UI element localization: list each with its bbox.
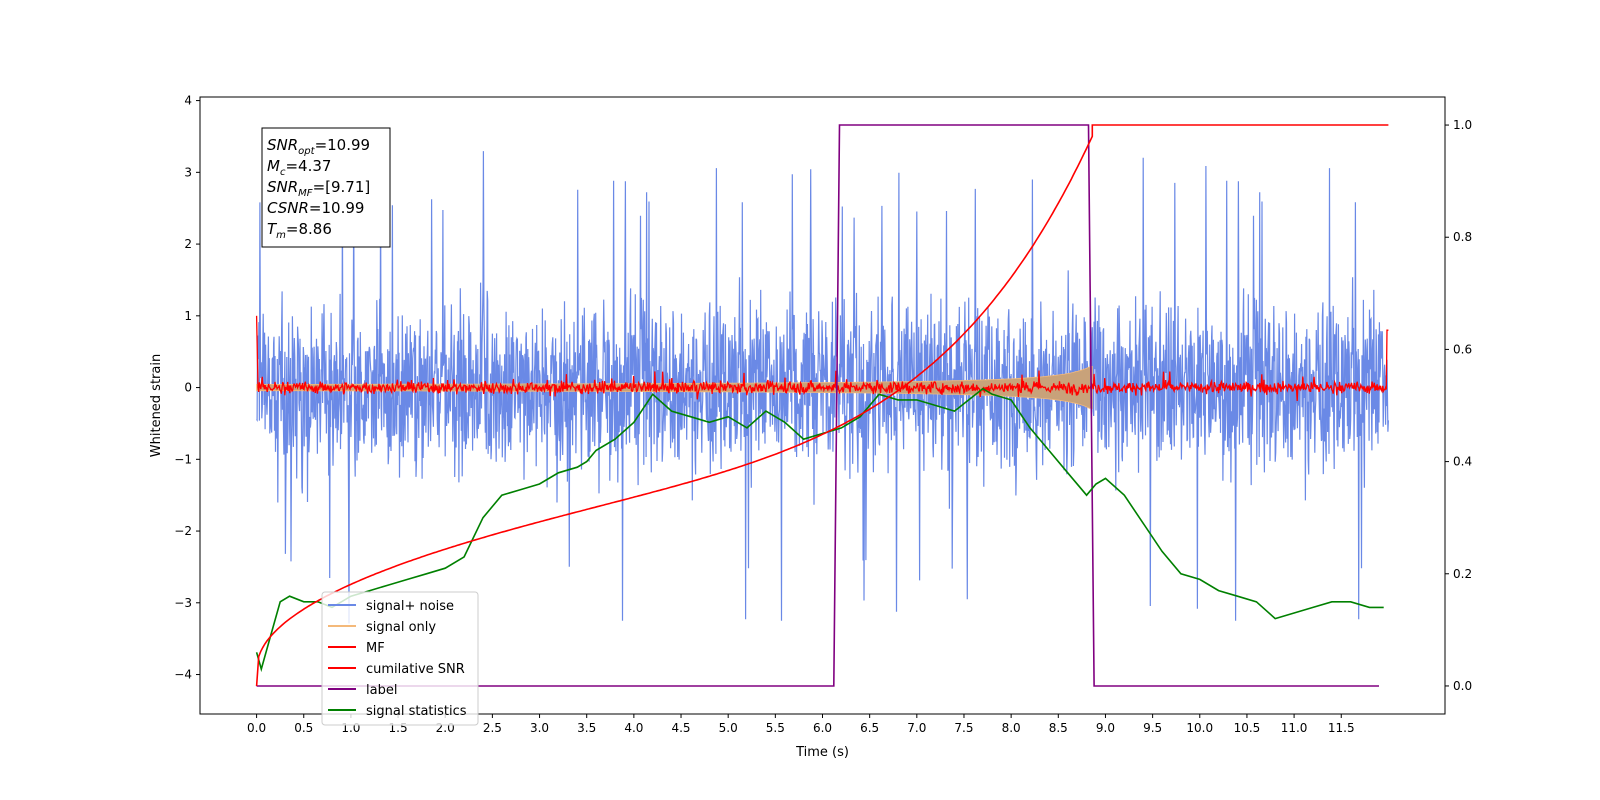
series-layer <box>255 124 1389 687</box>
annotation-line: Mc=4.37 <box>267 157 331 178</box>
x-tick-label: 11.5 <box>1328 721 1355 735</box>
x-tick-label: 3.5 <box>577 721 596 735</box>
annotation-line: Tm=8.86 <box>267 220 332 241</box>
y2-tick-label: 0.2 <box>1453 567 1472 581</box>
legend-frame <box>321 591 479 726</box>
x-axis-label: Time (s) <box>795 745 849 760</box>
x-tick-label: 7.0 <box>907 721 926 735</box>
x-tick-label: 8.0 <box>1002 721 1021 735</box>
x-tick-label: 0.0 <box>247 721 266 735</box>
y-tick-label: 2 <box>184 237 192 251</box>
legend-label: cumilative SNR <box>366 662 465 677</box>
x-tick-label: 4.5 <box>671 721 690 735</box>
y2-tick-label: 0.4 <box>1453 455 1472 469</box>
y-tick-label: 4 <box>184 94 192 108</box>
y-tick-label: −4 <box>174 668 192 682</box>
series-mf <box>255 315 1389 402</box>
y-axis-label: Whitened strain <box>149 354 164 457</box>
legend-label: signal only <box>366 620 436 635</box>
y2-tick-label: 1.0 <box>1453 118 1472 132</box>
annotation-line: SNRopt=10.99 <box>267 136 370 157</box>
x-tick-label: 11.0 <box>1281 721 1308 735</box>
x-tick-label: 8.5 <box>1049 721 1068 735</box>
x-tick-label: 7.5 <box>954 721 973 735</box>
y-tick-label: 1 <box>184 309 192 323</box>
series-signal-plus-noise <box>256 151 1389 624</box>
annotation-frame <box>261 127 391 248</box>
legend-label: signal statistics <box>366 704 467 719</box>
y-tick-label: 0 <box>184 381 192 395</box>
legend-label: MF <box>366 641 385 656</box>
legend: signal+ noise signal only MF cumilative SNR… <box>321 591 479 726</box>
y-tick-label: 3 <box>184 165 192 179</box>
x-tick-label: 5.0 <box>719 721 738 735</box>
series-cumulative-snr <box>255 124 1389 687</box>
y-tick-label: −3 <box>174 596 192 610</box>
series-signal-statistics <box>255 387 1384 673</box>
y-tick-label: −2 <box>174 524 192 538</box>
x-tick-label: 4.0 <box>624 721 643 735</box>
x-tick-label: 6.5 <box>860 721 879 735</box>
x-tick-label: 6.0 <box>813 721 832 735</box>
legend-label: signal+ noise <box>366 599 454 614</box>
x-tick-label: 2.5 <box>483 721 502 735</box>
series-label <box>256 124 1379 687</box>
x-tick-label: 0.5 <box>294 721 313 735</box>
x-tick-label: 3.0 <box>530 721 549 735</box>
x-tick-label: 9.0 <box>1096 721 1115 735</box>
legend-label: label <box>366 683 397 698</box>
x-tick-label: 5.5 <box>766 721 785 735</box>
annotation-line: CSNR=10.99 <box>267 199 364 217</box>
y2-tick-label: 0.6 <box>1453 342 1472 356</box>
x-tick-label: 10.0 <box>1186 721 1213 735</box>
y2-tick-label: 0.0 <box>1453 679 1472 693</box>
x-tick-label: 10.5 <box>1234 721 1261 735</box>
y2-tick-label: 0.8 <box>1453 230 1472 244</box>
y-tick-label: −1 <box>174 452 192 466</box>
annotation-line: SNRMF=[9.71] <box>267 178 370 199</box>
annotation-box: SNRopt=10.99Mc=4.37SNRMF=[9.71]CSNR=10.9… <box>261 127 391 248</box>
x-tick-label: 9.5 <box>1143 721 1162 735</box>
